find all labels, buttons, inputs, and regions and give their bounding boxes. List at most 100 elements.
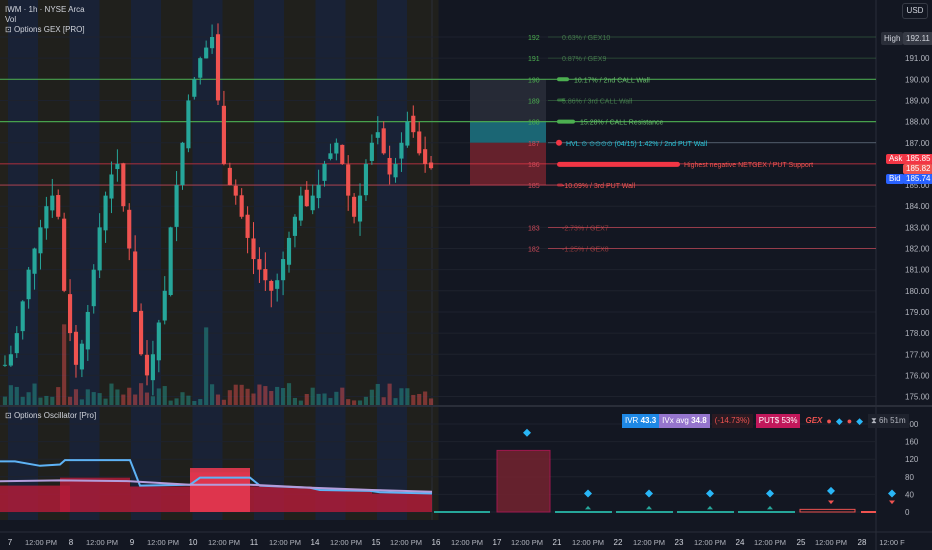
volume-bar bbox=[91, 392, 96, 405]
candle-body bbox=[103, 195, 108, 231]
session-band bbox=[222, 0, 254, 520]
candle-body bbox=[138, 310, 144, 355]
candle-body bbox=[133, 251, 138, 312]
candle-body bbox=[180, 142, 185, 186]
high-value-badge: 192.11 bbox=[903, 32, 932, 45]
price-tick: 178.00 bbox=[905, 329, 930, 338]
gex-indicator-label[interactable]: ⊡ Options GEX [PRO] bbox=[5, 25, 85, 35]
gex-level-text: 0.63% / GEX10 bbox=[562, 35, 610, 42]
osc-axis-tick: 160 bbox=[905, 438, 919, 447]
osc-histogram-bar bbox=[190, 468, 250, 512]
blue-diamond-icon bbox=[584, 489, 592, 498]
time-tick: 12:00 PM bbox=[511, 538, 543, 547]
volume-bar bbox=[304, 393, 309, 405]
currency-button[interactable]: USD bbox=[902, 3, 928, 19]
price-tick: 189.00 bbox=[905, 96, 930, 105]
up-triangle-icon bbox=[707, 505, 713, 510]
volume-indicator-label[interactable]: Vol bbox=[5, 15, 17, 24]
candle-body bbox=[381, 128, 386, 154]
blue-diamond-icon bbox=[523, 428, 531, 437]
volume-bar bbox=[328, 398, 333, 405]
blue-diamond-icon bbox=[888, 489, 896, 498]
osc-histogram-bar bbox=[372, 493, 432, 512]
volume-bar bbox=[144, 392, 150, 405]
time-tick: 12:00 PM bbox=[754, 538, 786, 547]
eye-icon: ⊡ bbox=[5, 411, 12, 420]
symbol-title[interactable]: IWM · 1h · NYSE Arca bbox=[5, 5, 85, 14]
candle-body bbox=[393, 163, 398, 178]
volume-bar bbox=[215, 394, 221, 405]
time-tick: 12:00 PM bbox=[86, 538, 118, 547]
oscillator-label[interactable]: ⊡ Options Oscillator [Pro] bbox=[5, 411, 96, 421]
gex-level-text: HVL ⊙ ⊙⊙⊙⊙ (04/15) 1.42% / 2nd PUT Wall bbox=[566, 141, 708, 148]
candle-body bbox=[399, 142, 404, 159]
candle-body bbox=[20, 301, 25, 332]
volume-bar bbox=[239, 384, 244, 405]
volume-bar bbox=[352, 400, 357, 405]
time-tick: 12:00 PM bbox=[451, 538, 483, 547]
volume-bar bbox=[50, 396, 55, 405]
gex-strike-label: 186 bbox=[528, 162, 540, 169]
time-tick: 28 bbox=[858, 538, 867, 547]
candle-body bbox=[251, 238, 256, 260]
candle-body bbox=[428, 162, 434, 169]
osc-histogram-bar bbox=[60, 477, 130, 512]
volume-bar bbox=[115, 389, 120, 405]
volume-bar bbox=[393, 398, 398, 405]
volume-bar bbox=[286, 383, 292, 405]
up-triangle-icon bbox=[767, 505, 773, 510]
volume-bar bbox=[310, 387, 315, 405]
candle-body bbox=[281, 259, 286, 281]
candle-body bbox=[38, 227, 43, 254]
hvl-dot bbox=[556, 139, 562, 146]
time-tick: 12:00 PM bbox=[694, 538, 726, 547]
session-band bbox=[0, 0, 8, 520]
blue-diamond-icon bbox=[827, 486, 835, 495]
candle-body bbox=[2, 364, 8, 366]
volume-bar bbox=[340, 387, 345, 405]
candle-body bbox=[97, 227, 102, 271]
price-tick: 182.00 bbox=[905, 245, 930, 254]
volume-bar bbox=[62, 324, 67, 405]
time-tick: 21 bbox=[553, 538, 562, 547]
time-tick: 8 bbox=[69, 538, 74, 547]
time-tick: 11 bbox=[250, 538, 259, 547]
blue-diamond-icon bbox=[706, 489, 714, 498]
volume-bar bbox=[316, 393, 321, 405]
volume-bar bbox=[174, 398, 179, 405]
time-tick: 17 bbox=[493, 538, 502, 547]
volume-bar bbox=[346, 399, 351, 405]
gex-strike-label: 192 bbox=[528, 35, 540, 42]
gex-bar bbox=[557, 161, 680, 167]
volume-bar bbox=[79, 399, 84, 405]
gex-level-text: -10.09% / 3rd PUT Wall bbox=[562, 183, 636, 190]
gex-strike-label: 191 bbox=[528, 56, 540, 63]
volume-bar bbox=[38, 397, 43, 405]
volume-bar bbox=[14, 386, 19, 405]
volume-bar bbox=[73, 389, 79, 405]
candle-body bbox=[346, 164, 351, 196]
osc-axis-tick: 80 bbox=[905, 473, 914, 482]
candle-body bbox=[387, 157, 392, 175]
candle-body bbox=[411, 115, 416, 133]
time-tick: 12:00 PM bbox=[208, 538, 240, 547]
time-tick: 12:00 PM bbox=[147, 538, 179, 547]
candle-body bbox=[85, 311, 90, 350]
ivx-badge: IVx avg 34.8 bbox=[659, 414, 710, 428]
candle-body bbox=[62, 218, 67, 291]
volume-bar bbox=[156, 388, 161, 405]
candle-body bbox=[322, 163, 327, 181]
volume-bar bbox=[32, 383, 37, 405]
volume-bar bbox=[322, 393, 327, 405]
candle-body bbox=[121, 163, 126, 207]
gex-strike-label: 183 bbox=[528, 225, 540, 232]
ask-value-badge: 185.85 bbox=[903, 154, 932, 164]
candle-body bbox=[91, 269, 96, 307]
candle-body bbox=[304, 189, 309, 207]
volume-bar bbox=[204, 327, 209, 405]
volume-bar bbox=[381, 397, 386, 405]
oscillator-name: Options Oscillator [Pro] bbox=[13, 411, 97, 420]
volume-bar bbox=[162, 386, 167, 405]
